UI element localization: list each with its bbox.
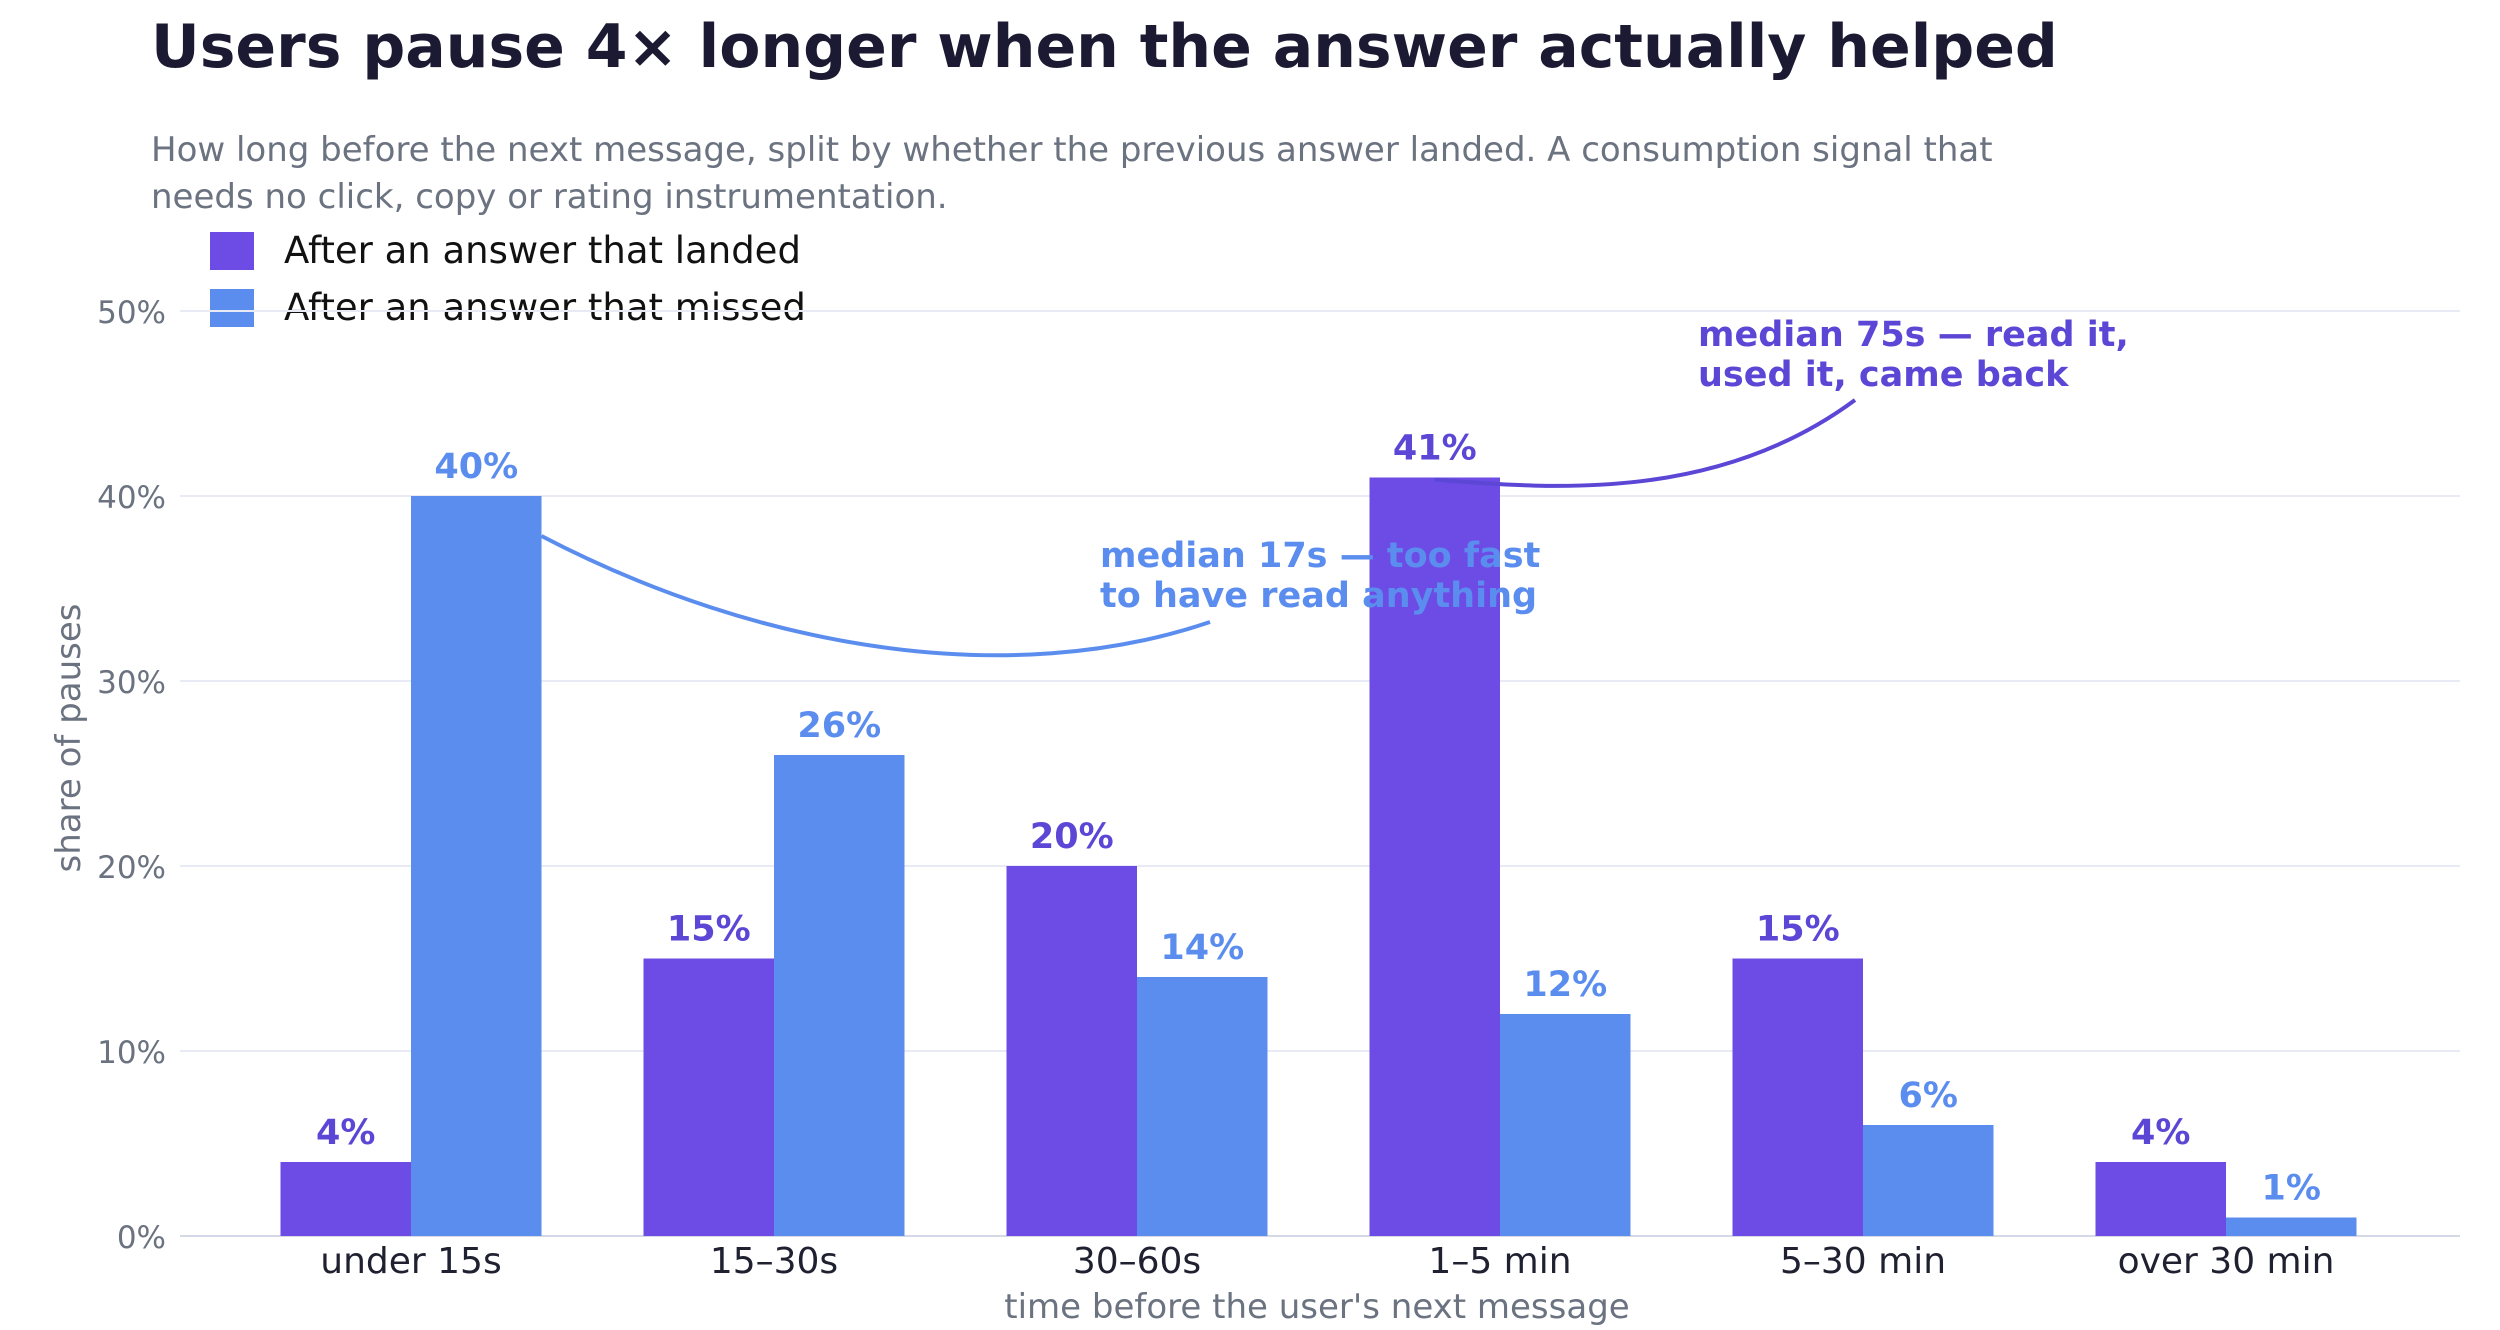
legend-label-landed: After an answer that landed — [284, 229, 801, 272]
y-tick-label: 0% — [117, 1220, 166, 1256]
annotation-text: to have read anything — [1100, 576, 1537, 616]
bar-missed-over-30-min — [2226, 1217, 2357, 1236]
y-tick-label: 30% — [97, 665, 166, 701]
bar-missed-15-30s — [774, 755, 905, 1236]
data-label: 26% — [797, 706, 881, 746]
chart-title: Users pause 4× longer when the answer ac… — [151, 12, 2058, 82]
annotation-text: median 75s — read it, — [1698, 315, 2129, 355]
x-tick-label: under 15s — [320, 1241, 501, 1282]
data-label: 41% — [1393, 429, 1477, 469]
legend-swatch-missed — [210, 288, 254, 327]
bar-landed-30-60s — [1006, 866, 1137, 1236]
bar-landed-1-5-min — [1369, 477, 1500, 1236]
x-tick-label: 30–60s — [1073, 1241, 1201, 1282]
annotation-connector — [540, 534, 1211, 658]
y-axis-label: share of pauses — [49, 604, 89, 873]
bar-missed-1-5-min — [1500, 1014, 1631, 1236]
x-axis-label: time before the user's next message — [1004, 1287, 1629, 1327]
legend-label-missed: After an answer that missed — [284, 286, 806, 329]
legend-swatch-landed — [210, 231, 254, 270]
x-tick-label: over 30 min — [2118, 1241, 2335, 1282]
legend-item-missed: After an answer that missed — [210, 279, 806, 336]
legend-item-landed: After an answer that landed — [210, 222, 806, 279]
bar-landed-under-15s — [280, 1162, 411, 1236]
bar-missed-30-60s — [1137, 977, 1268, 1236]
legend: After an answer that landed After an ans… — [210, 222, 806, 336]
data-label: 6% — [1899, 1076, 1958, 1116]
bar-landed-5-30-min — [1732, 958, 1863, 1236]
annotation-text: median 17s — too fast — [1100, 536, 1540, 576]
data-label: 40% — [434, 447, 518, 487]
y-tick-label: 40% — [97, 480, 166, 516]
data-label: 14% — [1160, 928, 1244, 968]
chart-subtitle: How long before the next message, split … — [151, 130, 1993, 217]
bar-missed-under-15s — [411, 496, 542, 1236]
x-tick-label: 15–30s — [710, 1241, 838, 1282]
annotation-connector — [1434, 398, 1857, 488]
data-label: 4% — [316, 1113, 375, 1153]
bar-landed-15-30s — [643, 958, 774, 1236]
data-label: 4% — [2131, 1113, 2190, 1153]
data-label: 12% — [1523, 965, 1607, 1005]
data-label: 20% — [1030, 817, 1114, 857]
bar-missed-5-30-min — [1863, 1125, 1994, 1236]
y-tick-label: 50% — [97, 295, 166, 331]
data-label: 15% — [1756, 910, 1840, 950]
y-tick-label: 20% — [97, 850, 166, 886]
y-tick-label: 10% — [97, 1035, 166, 1071]
x-tick-label: 5–30 min — [1780, 1241, 1946, 1282]
bar-landed-over-30-min — [2095, 1162, 2226, 1236]
data-label: 1% — [2262, 1169, 2321, 1209]
data-label: 15% — [667, 910, 751, 950]
x-tick-label: 1–5 min — [1428, 1241, 1571, 1282]
annotation-text: used it, came back — [1698, 355, 2069, 395]
